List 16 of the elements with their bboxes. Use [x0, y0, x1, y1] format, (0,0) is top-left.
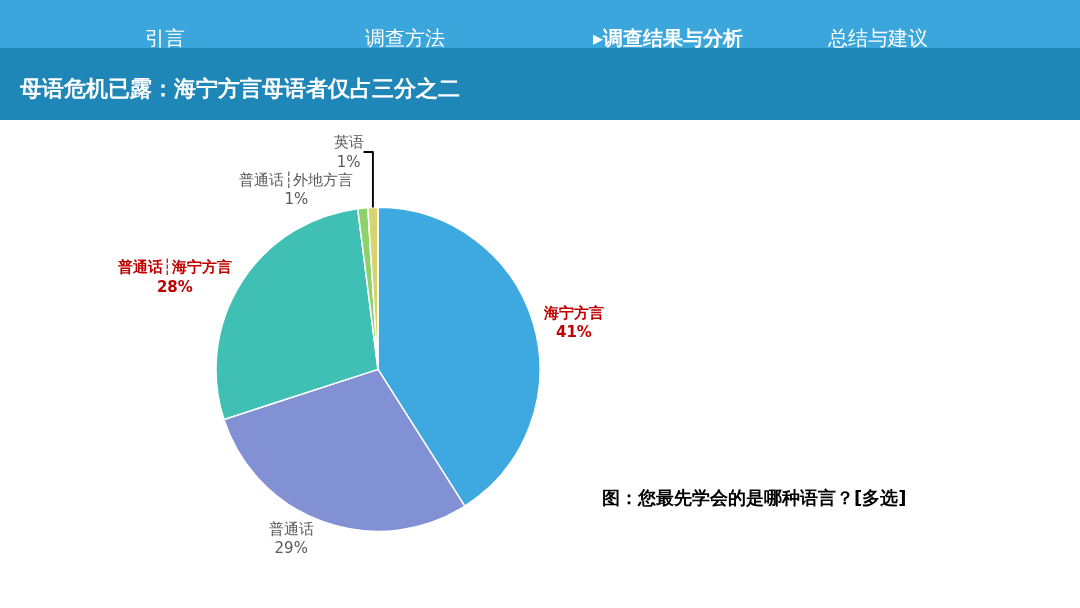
chart-title: 母语危机已露：海宁方言母语者仅占三分之二	[19, 75, 460, 101]
data-label: 1%	[336, 152, 361, 171]
data-label: 28%	[156, 277, 193, 296]
text: 图：您最先学会的是哪种语言？[多选]	[602, 487, 907, 508]
slice-label: 英语	[333, 133, 364, 152]
slice-label: 普通话┆外地方言	[239, 170, 354, 189]
data-label: 1%	[284, 190, 309, 209]
slice-label: 海宁方言	[542, 303, 604, 322]
text: 引言	[145, 26, 185, 50]
text: ▸调查结果与分析	[593, 26, 744, 50]
slice-label: 普通话┆海宁方言	[116, 258, 232, 277]
data-label: 41%	[555, 323, 592, 342]
text: 调查方法	[365, 26, 445, 50]
text: 总结与建议	[827, 26, 928, 50]
data-label: 29%	[274, 539, 308, 558]
slice-label: 普通话	[268, 519, 314, 538]
